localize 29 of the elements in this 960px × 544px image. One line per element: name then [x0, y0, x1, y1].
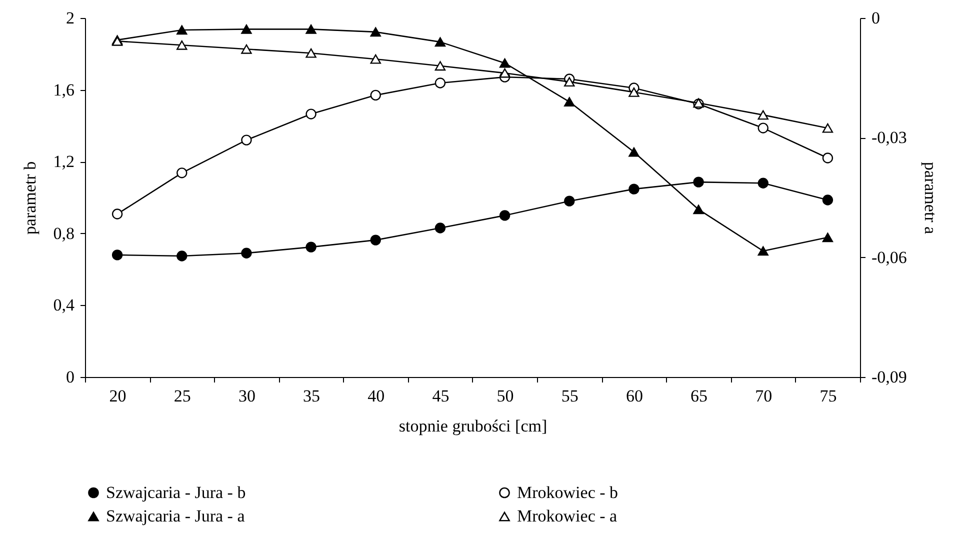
x-tick-label: 60	[626, 386, 643, 406]
y-tick-label: 2	[66, 8, 74, 28]
y-axis-title: parametr b	[20, 161, 40, 235]
x-tick-label: 35	[303, 386, 320, 406]
legend-label: Mrokowiec - a	[517, 506, 618, 526]
y-tick-label: 1,6	[53, 80, 74, 100]
y2-tick-label: -0,03	[872, 128, 907, 148]
legend-label: Szwajcaria - Jura - b	[106, 482, 246, 502]
x-tick-label: 50	[496, 386, 514, 406]
y-tick-label: 0	[66, 368, 74, 386]
legend-label: Szwajcaria - Jura - a	[106, 506, 246, 526]
legend-label: Mrokowiec - b	[517, 482, 618, 502]
x-tick-label: 55	[561, 386, 578, 406]
y-tick-label: 0,4	[53, 296, 75, 315]
y2-tick-label: -0,09	[872, 368, 907, 386]
x-tick-label: 65	[690, 386, 708, 406]
y-tick-label: 0,8	[53, 224, 74, 243]
x-tick-label: 70	[755, 386, 772, 406]
y-tick-label: 1,2	[53, 152, 74, 172]
x-tick-label: 75	[820, 386, 837, 406]
x-tick-label: 40	[368, 386, 385, 406]
x-tick-label: 45	[432, 386, 450, 406]
x-tick-label: 30	[238, 386, 256, 406]
y2-tick-label: -0,06	[872, 248, 907, 267]
x-tick-label: 20	[109, 386, 126, 406]
y2-tick-label: 0	[872, 8, 880, 28]
x-tick-label: 25	[174, 386, 191, 406]
x-axis-title: stopnie grubości [cm]	[398, 416, 548, 436]
y2-axis-title: parametr a	[920, 162, 940, 235]
